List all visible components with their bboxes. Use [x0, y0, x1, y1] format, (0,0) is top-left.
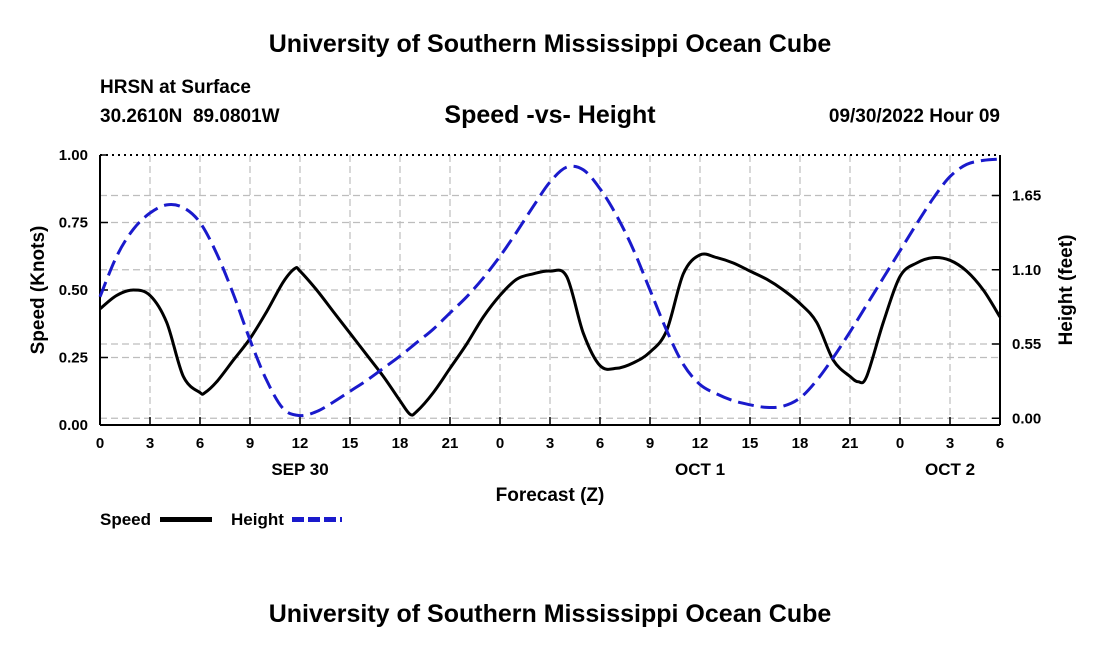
x-tick-label: 18 — [392, 435, 409, 452]
legend-height-swatch — [292, 517, 342, 522]
y2-axis-title: Height (feet) — [1056, 235, 1077, 346]
x-tick-label: 12 — [692, 435, 709, 452]
date-label: SEP 30 — [271, 460, 328, 479]
x-tick-label: 18 — [792, 435, 809, 452]
y2-tick-label: 0.00 — [1012, 410, 1041, 427]
y-tick-label: 0.75 — [59, 215, 88, 232]
date-label: 09/30/2022 Hour 09 — [828, 106, 1000, 127]
x-tick-label: 9 — [646, 435, 654, 452]
y2-tick-label: 1.10 — [1012, 262, 1041, 279]
y-tick-label: 0.50 — [59, 282, 88, 299]
date-label: OCT 1 — [675, 460, 725, 479]
y-tick-label: 0.00 — [59, 417, 88, 434]
x-tick-label: 0 — [896, 435, 904, 452]
x-tick-label: 6 — [996, 435, 1004, 452]
x-tick-label: 0 — [496, 435, 504, 452]
station-label: HRSN at Surface — [100, 77, 251, 98]
x-tick-label: 21 — [842, 435, 859, 452]
x-tick-label: 3 — [946, 435, 954, 452]
coordinates-label: 30.2610N 89.0801W — [100, 106, 280, 127]
page-title: University of Southern Mississippi Ocean… — [268, 30, 832, 58]
y-axis-title: Speed (Knots) — [28, 226, 49, 355]
x-tick-label: 3 — [546, 435, 554, 452]
y-tick-label: 1.00 — [59, 147, 88, 164]
x-tick-label: 15 — [342, 435, 359, 452]
y2-tick-label: 0.55 — [1012, 336, 1041, 353]
legend-speed-swatch — [160, 517, 212, 522]
date-label: OCT 2 — [925, 460, 975, 479]
y-tick-label: 0.25 — [59, 350, 88, 367]
series-speed-line — [99, 252, 1002, 417]
footer-title: University of Southern Mississippi Ocean… — [268, 600, 832, 628]
legend-height-label: Height — [231, 510, 284, 529]
x-tick-label: 9 — [246, 435, 254, 452]
chart-subtitle: Speed -vs- Height — [444, 101, 656, 129]
x-tick-label: 15 — [742, 435, 759, 452]
y2-tick-label: 1.65 — [1012, 188, 1041, 205]
x-tick-label: 0 — [96, 435, 104, 452]
series-height-line — [98, 157, 1001, 418]
x-tick-label: 21 — [442, 435, 459, 452]
x-tick-label: 12 — [292, 435, 309, 452]
legend-speed-label: Speed — [100, 510, 152, 529]
x-tick-label: 6 — [596, 435, 604, 452]
x-tick-label: 3 — [146, 435, 154, 452]
x-tick-label: 6 — [196, 435, 204, 452]
x-axis-title: Forecast (Z) — [496, 485, 605, 506]
